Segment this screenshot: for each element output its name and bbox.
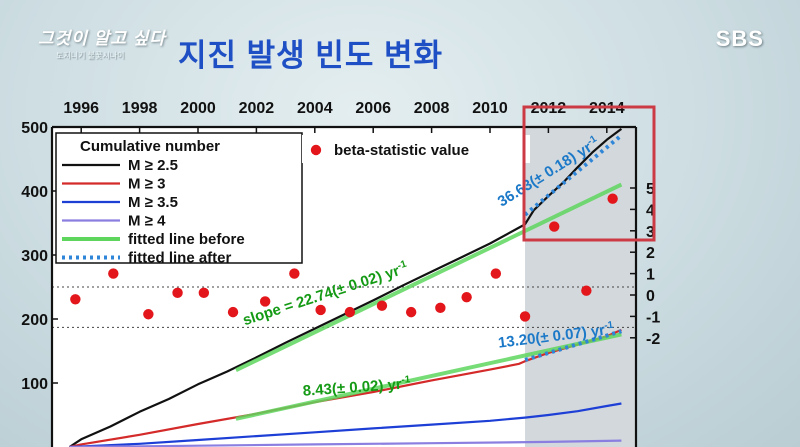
y-tick-label: 200 [21, 312, 48, 329]
beta-legend-marker [310, 144, 322, 156]
show-subtitle: 토지니기 불꽃시나이 [56, 51, 125, 60]
y-tick-label: 400 [21, 184, 48, 201]
fitted-line-after [524, 329, 622, 362]
legend-label: fitted line before [128, 231, 245, 248]
beta-point [376, 300, 388, 311]
x-tick-label: 2006 [355, 100, 391, 117]
beta-tick-label: 4 [646, 202, 655, 219]
beta-point [405, 306, 417, 318]
beta-point [315, 304, 326, 316]
series-line-3 [69, 439, 622, 447]
beta-point [172, 287, 183, 299]
beta-tick-label: 1 [646, 267, 655, 284]
x-tick-label: 2008 [414, 100, 450, 117]
y-tick-label: 500 [21, 120, 48, 137]
highlight-box [522, 105, 656, 242]
beta-point [198, 287, 210, 299]
beta-point [549, 221, 560, 232]
beta-tick-label: 0 [646, 288, 655, 305]
legend-box [55, 132, 303, 264]
x-tick-label: 1998 [122, 100, 158, 117]
beta-legend-label: beta-statistic value [334, 142, 469, 159]
beta-tick-label: 3 [646, 224, 655, 241]
beta-point [108, 268, 119, 279]
x-tick-label: 1996 [63, 100, 99, 117]
legend-title: Cumulative number [80, 138, 220, 155]
fitted-line-before [235, 182, 623, 373]
y-tick-label: 300 [21, 248, 48, 265]
beta-point [435, 302, 446, 314]
beta-point [259, 296, 271, 307]
legend-label: M ≥ 2.5 [128, 157, 178, 174]
beta-point [607, 193, 618, 204]
beta-point [344, 306, 356, 318]
legend-label: M ≥ 3.5 [128, 194, 178, 211]
beta-tick-label: -1 [646, 309, 660, 326]
legend-label: fitted line after [128, 250, 232, 267]
legend-label: M ≥ 4 [128, 213, 166, 230]
slide-title: 지진 발생 빈도 변화 [178, 38, 443, 73]
network-logo: SBS [715, 26, 764, 51]
beta-point [289, 268, 300, 279]
beta-point [143, 309, 154, 320]
beta-point [581, 285, 592, 296]
beta-point [70, 294, 81, 305]
beta-point [490, 268, 502, 279]
y-tick-label: 100 [21, 376, 48, 393]
x-tick-label: 2010 [472, 100, 508, 117]
beta-tick-label: -2 [646, 331, 660, 348]
x-tick-label: 2002 [239, 100, 275, 117]
legend-label: M ≥ 3 [128, 176, 165, 193]
series-line-2 [69, 402, 622, 447]
beta-tick-label: 2 [646, 245, 655, 262]
beta-legend-box [302, 135, 530, 163]
beta-tick-label: 5 [646, 181, 655, 198]
beta-point [519, 311, 531, 322]
x-tick-label: 2000 [180, 100, 216, 117]
beta-point [227, 306, 239, 318]
x-tick-label: 2004 [297, 100, 333, 117]
beta-point [461, 291, 472, 303]
fitted-line-before [235, 332, 622, 421]
show-logo: 그것이 알고 싶다 [38, 29, 166, 48]
